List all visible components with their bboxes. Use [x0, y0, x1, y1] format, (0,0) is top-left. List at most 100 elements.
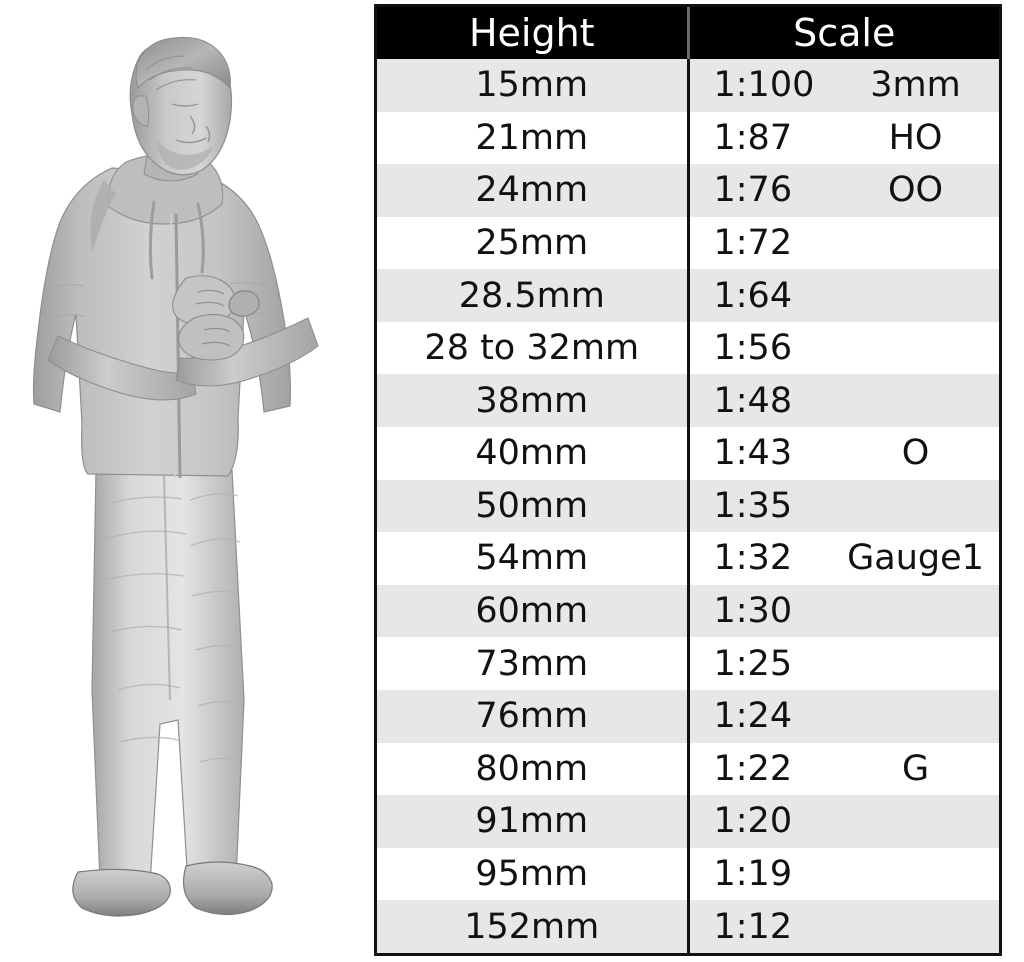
scale-gauge-name: G — [901, 748, 930, 789]
figure-right-hand — [178, 313, 245, 361]
cell-height: 15mm — [377, 59, 690, 112]
scale-gauge-name: HO — [888, 117, 943, 158]
scale-cell-inner: 1:25 — [690, 637, 1000, 690]
cell-height: 76mm — [377, 689, 690, 743]
figure-trousers — [91, 469, 245, 885]
cell-scale: 1:72 — [688, 217, 999, 270]
figure-drawstring-right — [196, 202, 205, 274]
table-header-row: Height Scale — [377, 7, 999, 59]
table-row: 54mm 1:32 Gauge1 — [377, 532, 999, 585]
figure-left-forearm — [47, 335, 197, 401]
figure-hoodie — [32, 167, 291, 477]
figure-right-forearm — [175, 317, 319, 387]
table-row: 21mm 1:87 HO — [377, 111, 999, 165]
figure-left-shoe — [72, 868, 171, 917]
scale-cell-inner: 1:20 — [690, 795, 1000, 848]
scale-cell-inner: 1:87 HO — [690, 112, 1000, 165]
cell-height: 54mm — [377, 532, 690, 585]
scale-cell-inner: 1:43 O — [690, 427, 1000, 480]
scale-ratio: 1:24 — [713, 696, 793, 737]
cell-scale: 1:76 OO — [688, 164, 999, 217]
scale-ratio: 1:12 — [713, 906, 793, 947]
cell-height: 50mm — [377, 479, 690, 533]
cell-height: 80mm — [377, 742, 690, 796]
scale-ratio: 1:48 — [713, 380, 793, 421]
scale-ratio: 1:32 — [713, 538, 793, 579]
table-row: 91mm 1:20 — [377, 795, 999, 848]
figure-drawstring-left — [148, 200, 156, 280]
cell-height: 40mm — [377, 427, 690, 480]
figure-right-shoe — [183, 861, 273, 916]
table-row: 25mm 1:72 — [377, 216, 999, 270]
scale-cell-inner: 1:64 — [690, 269, 1000, 322]
scale-ratio: 1:19 — [713, 853, 793, 894]
scale-cell-inner: 1:72 — [690, 217, 1000, 270]
cell-scale: 1:56 — [688, 322, 999, 375]
cell-scale: 1:20 — [688, 795, 999, 848]
cell-scale: 1:22 G — [688, 743, 999, 796]
scale-cell-inner: 1:12 — [690, 900, 1000, 953]
table-head: Height Scale — [377, 7, 999, 59]
cell-height: 28 to 32mm — [377, 321, 690, 375]
scale-ratio: 1:25 — [713, 643, 793, 684]
table-row: 60mm 1:30 — [377, 584, 999, 638]
table-row: 95mm 1:19 — [377, 847, 999, 901]
scale-ratio: 1:100 — [713, 65, 815, 106]
scale-ratio: 1:56 — [713, 328, 793, 369]
scale-ratio: 1:35 — [713, 485, 793, 526]
cell-height: 95mm — [377, 847, 690, 901]
cell-scale: 1:87 HO — [688, 112, 999, 165]
cell-scale: 1:43 O — [688, 427, 999, 480]
cell-scale: 1:32 Gauge1 — [688, 532, 999, 585]
table-row: 152mm 1:12 — [377, 900, 999, 953]
scale-gauge-name: Gauge1 — [847, 538, 984, 579]
scale-ratio: 1:64 — [713, 275, 793, 316]
scale-cell-inner: 1:48 — [690, 374, 1000, 427]
cell-height: 25mm — [377, 216, 690, 270]
scale-reference-table: Height Scale 15mm 1:100 3mm 21mm 1:87 HO 24mm 1… — [374, 4, 1002, 956]
cell-scale: 1:19 — [688, 848, 999, 901]
cell-scale: 1:12 — [688, 900, 999, 953]
table-row: 38mm 1:48 — [377, 374, 999, 428]
scale-cell-inner: 1:56 — [690, 322, 1000, 375]
table-row: 15mm 1:100 3mm — [377, 59, 999, 112]
cell-height: 28.5mm — [377, 269, 690, 322]
scale-cell-inner: 1:100 3mm — [690, 59, 1000, 112]
scale-cell-inner: 1:32 Gauge1 — [690, 532, 1000, 585]
table-row: 28.5mm 1:64 — [377, 269, 999, 322]
scale-cell-inner: 1:76 OO — [690, 164, 1000, 217]
cell-height: 21mm — [377, 111, 690, 165]
cell-height: 38mm — [377, 374, 690, 428]
cell-scale: 1:100 3mm — [688, 59, 999, 112]
cell-height: 24mm — [377, 164, 690, 217]
cell-height: 73mm — [377, 637, 690, 690]
cell-scale: 1:48 — [688, 374, 999, 427]
cell-scale: 1:30 — [688, 585, 999, 638]
scale-gauge-name: O — [901, 433, 930, 474]
scale-ratio: 1:76 — [713, 170, 793, 211]
cell-scale: 1:35 — [688, 480, 999, 533]
cell-scale: 1:24 — [688, 690, 999, 743]
scale-gauge-name: OO — [887, 170, 944, 211]
scale-cell-inner: 1:22 G — [690, 743, 1000, 796]
cell-scale: 1:25 — [688, 637, 999, 690]
scale-ratio: 1:30 — [713, 591, 793, 632]
cell-height: 91mm — [377, 795, 690, 848]
scale-ratio: 1:22 — [713, 748, 793, 789]
table-row: 40mm 1:43 O — [377, 427, 999, 480]
figure-ear — [132, 95, 150, 127]
scale-cell-inner: 1:19 — [690, 848, 1000, 901]
table-body: 15mm 1:100 3mm 21mm 1:87 HO 24mm 1:76 OO 25mm 1:72… — [377, 59, 999, 953]
cell-scale: 1:64 — [688, 269, 999, 322]
column-header-scale: Scale — [688, 7, 999, 59]
scale-ratio: 1:87 — [713, 117, 793, 158]
table-row: 73mm 1:25 — [377, 637, 999, 690]
scale-cell-inner: 1:35 — [690, 480, 1000, 533]
table-row: 80mm 1:22 G — [377, 742, 999, 796]
table-row: 28 to 32mm 1:56 — [377, 321, 999, 375]
scale-cell-inner: 1:24 — [690, 690, 1000, 743]
miniature-figure-pane — [0, 0, 370, 962]
scale-ratio: 1:72 — [713, 223, 793, 264]
column-header-height: Height — [377, 7, 690, 59]
